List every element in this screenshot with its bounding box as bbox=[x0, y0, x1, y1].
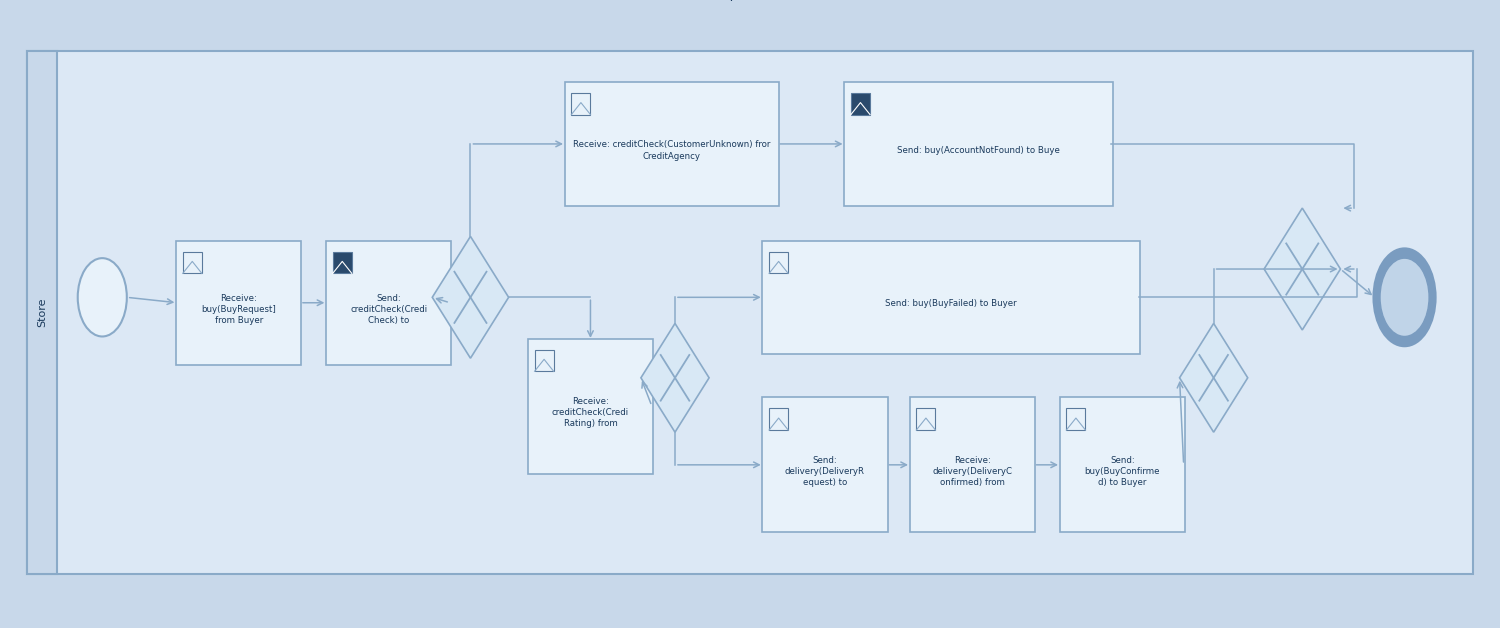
Text: Send: buy(BuyFailed) to Buyer: Send: buy(BuyFailed) to Buyer bbox=[885, 300, 1017, 308]
Polygon shape bbox=[1179, 323, 1248, 432]
FancyBboxPatch shape bbox=[27, 51, 57, 573]
FancyBboxPatch shape bbox=[850, 93, 870, 114]
FancyBboxPatch shape bbox=[183, 252, 203, 273]
Polygon shape bbox=[1264, 208, 1341, 330]
FancyBboxPatch shape bbox=[27, 51, 1473, 573]
FancyBboxPatch shape bbox=[534, 350, 554, 371]
FancyBboxPatch shape bbox=[564, 82, 778, 206]
FancyBboxPatch shape bbox=[1066, 408, 1086, 430]
Text: Store: Store bbox=[38, 298, 48, 327]
FancyBboxPatch shape bbox=[528, 338, 652, 474]
Text: Receive:
delivery(DeliveryC
onfirmed) from: Receive: delivery(DeliveryC onfirmed) fr… bbox=[933, 456, 1013, 487]
FancyBboxPatch shape bbox=[572, 93, 591, 114]
FancyBboxPatch shape bbox=[770, 408, 788, 430]
FancyBboxPatch shape bbox=[176, 241, 302, 365]
Polygon shape bbox=[432, 236, 508, 358]
FancyBboxPatch shape bbox=[333, 252, 352, 273]
Text: Send:
buy(BuyConfirme
d) to Buyer: Send: buy(BuyConfirme d) to Buyer bbox=[1084, 456, 1160, 487]
Text: Send:
delivery(DeliveryR
equest) to: Send: delivery(DeliveryR equest) to bbox=[784, 456, 865, 487]
FancyBboxPatch shape bbox=[844, 82, 1113, 206]
FancyBboxPatch shape bbox=[916, 408, 936, 430]
Text: Receive: creditCheck(CustomerUnknown) fror
CreditAgency: Receive: creditCheck(CustomerUnknown) fr… bbox=[573, 141, 771, 161]
FancyBboxPatch shape bbox=[770, 252, 788, 273]
Polygon shape bbox=[640, 323, 710, 432]
Text: Receive:
creditCheck(Credi
Rating) from: Receive: creditCheck(Credi Rating) from bbox=[552, 397, 628, 428]
Text: Send: buy(AccountNotFound) to Buye: Send: buy(AccountNotFound) to Buye bbox=[897, 146, 1060, 155]
Circle shape bbox=[1380, 258, 1429, 337]
Text: Receive:
buy(BuyRequest]
from Buyer: Receive: buy(BuyRequest] from Buyer bbox=[201, 294, 276, 325]
Circle shape bbox=[1374, 249, 1434, 345]
FancyBboxPatch shape bbox=[762, 398, 888, 533]
FancyBboxPatch shape bbox=[909, 398, 1035, 533]
Text: Send:
creditCheck(Credi
Check) to: Send: creditCheck(Credi Check) to bbox=[350, 294, 427, 325]
FancyBboxPatch shape bbox=[326, 241, 452, 365]
Text: Generated BPMN2 process for the Store role: Generated BPMN2 process for the Store ro… bbox=[612, 0, 888, 1]
Circle shape bbox=[78, 258, 128, 337]
FancyBboxPatch shape bbox=[762, 241, 1140, 354]
FancyBboxPatch shape bbox=[1059, 398, 1185, 533]
